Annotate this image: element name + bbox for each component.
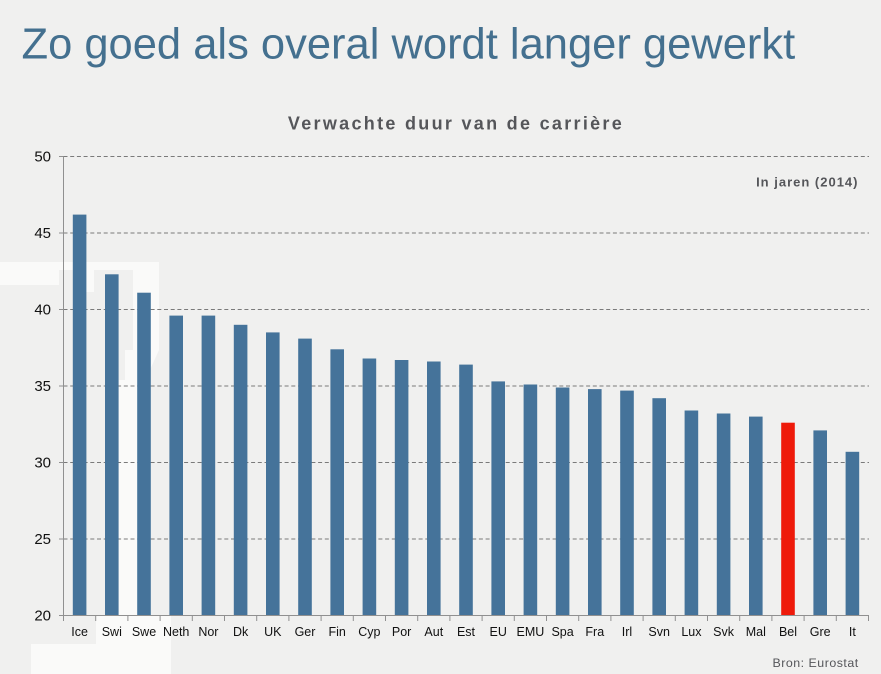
svg-text:Est: Est — [457, 625, 476, 639]
svg-text:30: 30 — [34, 455, 51, 472]
svg-text:35: 35 — [34, 378, 51, 395]
svg-text:Cyp: Cyp — [358, 625, 380, 639]
svg-text:Ice: Ice — [71, 625, 88, 639]
svg-text:Swe: Swe — [132, 625, 156, 639]
svg-text:UK: UK — [264, 625, 282, 639]
svg-text:Lux: Lux — [681, 625, 702, 639]
svg-text:Zo goed als overal wordt lange: Zo goed als overal wordt langer gewerkt — [22, 21, 796, 69]
svg-text:Ger: Ger — [295, 625, 316, 639]
svg-text:Bron: Eurostat: Bron: Eurostat — [772, 656, 858, 670]
svg-text:Spa: Spa — [551, 625, 573, 639]
svg-text:Neth: Neth — [163, 625, 189, 639]
svg-text:Svk: Svk — [713, 625, 735, 639]
svg-text:Dk: Dk — [233, 625, 249, 639]
svg-text:Fra: Fra — [585, 625, 604, 639]
svg-text:In jaren (2014): In jaren (2014) — [756, 175, 858, 190]
svg-text:Fin: Fin — [329, 625, 346, 639]
svg-text:Gre: Gre — [810, 625, 831, 639]
svg-text:Aut: Aut — [424, 625, 443, 639]
svg-text:EMU: EMU — [517, 625, 545, 639]
svg-text:It: It — [849, 625, 856, 639]
svg-text:20: 20 — [34, 608, 51, 625]
svg-text:40: 40 — [34, 302, 51, 319]
svg-text:Mal: Mal — [746, 625, 766, 639]
svg-text:25: 25 — [34, 531, 51, 548]
svg-text:50: 50 — [34, 149, 51, 166]
svg-text:Swi: Swi — [102, 625, 122, 639]
svg-text:EU: EU — [490, 625, 507, 639]
svg-text:Bel: Bel — [779, 625, 797, 639]
svg-text:Por: Por — [392, 625, 411, 639]
svg-text:Svn: Svn — [648, 625, 670, 639]
svg-text:Irl: Irl — [622, 625, 632, 639]
svg-text:Verwachte duur van de carrière: Verwachte duur van de carrière — [288, 114, 624, 134]
svg-text:Nor: Nor — [198, 625, 218, 639]
svg-text:45: 45 — [34, 225, 51, 242]
